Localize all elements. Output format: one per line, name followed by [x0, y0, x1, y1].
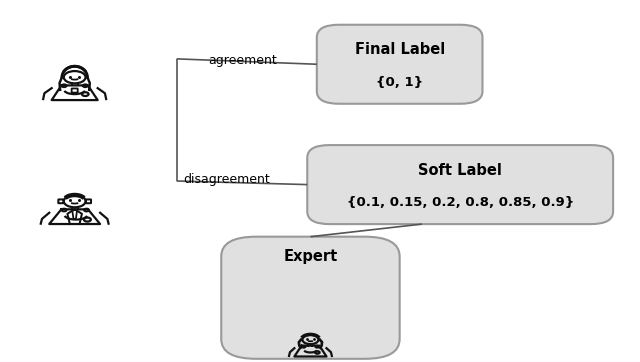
Text: {0.1, 0.15, 0.2, 0.8, 0.85, 0.9}: {0.1, 0.15, 0.2, 0.8, 0.85, 0.9}	[347, 196, 574, 209]
FancyBboxPatch shape	[307, 145, 613, 224]
Text: disagreement: disagreement	[183, 173, 269, 186]
FancyBboxPatch shape	[221, 237, 399, 359]
Text: {0, 1}: {0, 1}	[376, 76, 423, 89]
Text: Expert: Expert	[284, 249, 337, 264]
Text: agreement: agreement	[209, 54, 277, 67]
FancyBboxPatch shape	[317, 25, 483, 104]
Text: Final Label: Final Label	[355, 42, 445, 58]
Text: Soft Label: Soft Label	[419, 163, 502, 178]
